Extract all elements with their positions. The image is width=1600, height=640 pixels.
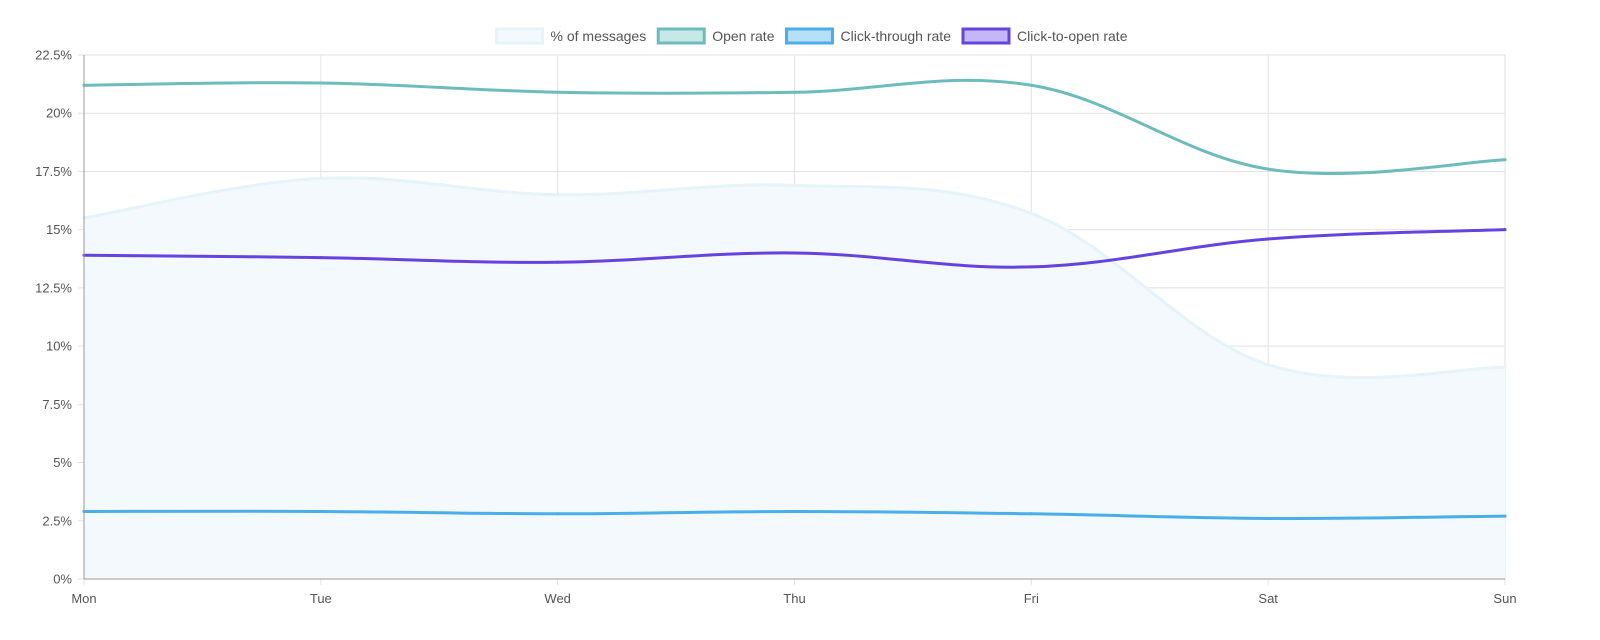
data-point-open-rate: [1266, 167, 1270, 171]
y-tick-label: 22.5%: [35, 48, 72, 63]
legend-swatch-open-rate[interactable]: [656, 27, 706, 45]
y-tick-label: 10%: [46, 339, 72, 354]
y-tick-label: 17.5%: [35, 164, 72, 179]
data-point-click-through-rate: [1266, 516, 1270, 520]
legend-label-click-through-rate[interactable]: Click-through rate: [840, 28, 951, 44]
line-layer: [82, 78, 1507, 520]
y-tick-label: 20%: [46, 106, 72, 121]
area-of-messages: [84, 177, 1505, 579]
data-point-click-through-rate: [1503, 514, 1507, 518]
legend-label-of-messages[interactable]: % of messages: [551, 28, 647, 44]
legend-label-click-to-open-rate[interactable]: Click-to-open rate: [1017, 28, 1128, 44]
legend-swatch-click-through-rate[interactable]: [784, 27, 834, 45]
x-tick-label: Thu: [783, 591, 805, 606]
data-point-click-to-open-rate: [1266, 237, 1270, 241]
area-layer: [84, 177, 1505, 579]
y-tick-label: 0%: [53, 572, 72, 587]
y-tick-label: 5%: [53, 455, 72, 470]
x-tick-label: Tue: [310, 591, 332, 606]
data-point-of-messages: [319, 176, 323, 180]
x-tick-label: Sat: [1258, 591, 1278, 606]
data-point-open-rate: [1029, 83, 1033, 87]
data-point-open-rate: [319, 81, 323, 85]
data-point-click-to-open-rate: [556, 260, 560, 264]
y-tick-label: 12.5%: [35, 280, 72, 295]
data-point-click-to-open-rate: [1503, 228, 1507, 232]
x-tick-label: Fri: [1024, 591, 1039, 606]
x-tick-label: Mon: [71, 591, 96, 606]
x-tick-label: Wed: [544, 591, 571, 606]
data-point-click-through-rate: [556, 512, 560, 516]
y-tick-label: 7.5%: [42, 397, 72, 412]
data-point-open-rate: [556, 90, 560, 94]
legend: % of messages Open rate Click-through rate…: [495, 27, 1128, 45]
data-point-click-to-open-rate: [1029, 265, 1033, 269]
y-tick-label: 15%: [46, 222, 72, 237]
legend-label-open-rate[interactable]: Open rate: [712, 28, 774, 44]
data-point-of-messages: [1503, 365, 1507, 369]
data-point-click-through-rate: [1029, 512, 1033, 516]
data-point-of-messages: [793, 183, 796, 187]
data-point-open-rate: [793, 90, 796, 94]
legend-swatch-of-messages[interactable]: [495, 27, 545, 45]
y-tick-label: 2.5%: [42, 513, 72, 528]
data-point-click-to-open-rate: [319, 256, 323, 260]
x-tick-label: Sun: [1493, 591, 1516, 606]
data-point-of-messages: [556, 193, 560, 197]
data-point-of-messages: [1266, 363, 1270, 367]
data-point-open-rate: [1503, 158, 1507, 162]
data-point-of-messages: [1029, 211, 1033, 215]
data-point-click-through-rate: [793, 509, 796, 513]
legend-swatch-click-to-open-rate[interactable]: [961, 27, 1011, 45]
axes: 0% 2.5% 5% 7.5% 10% 12.5% 15% 17.5% 20% 22.5% Mon T…: [35, 48, 1516, 607]
data-point-click-to-open-rate: [793, 251, 796, 255]
data-point-click-through-rate: [319, 509, 323, 513]
